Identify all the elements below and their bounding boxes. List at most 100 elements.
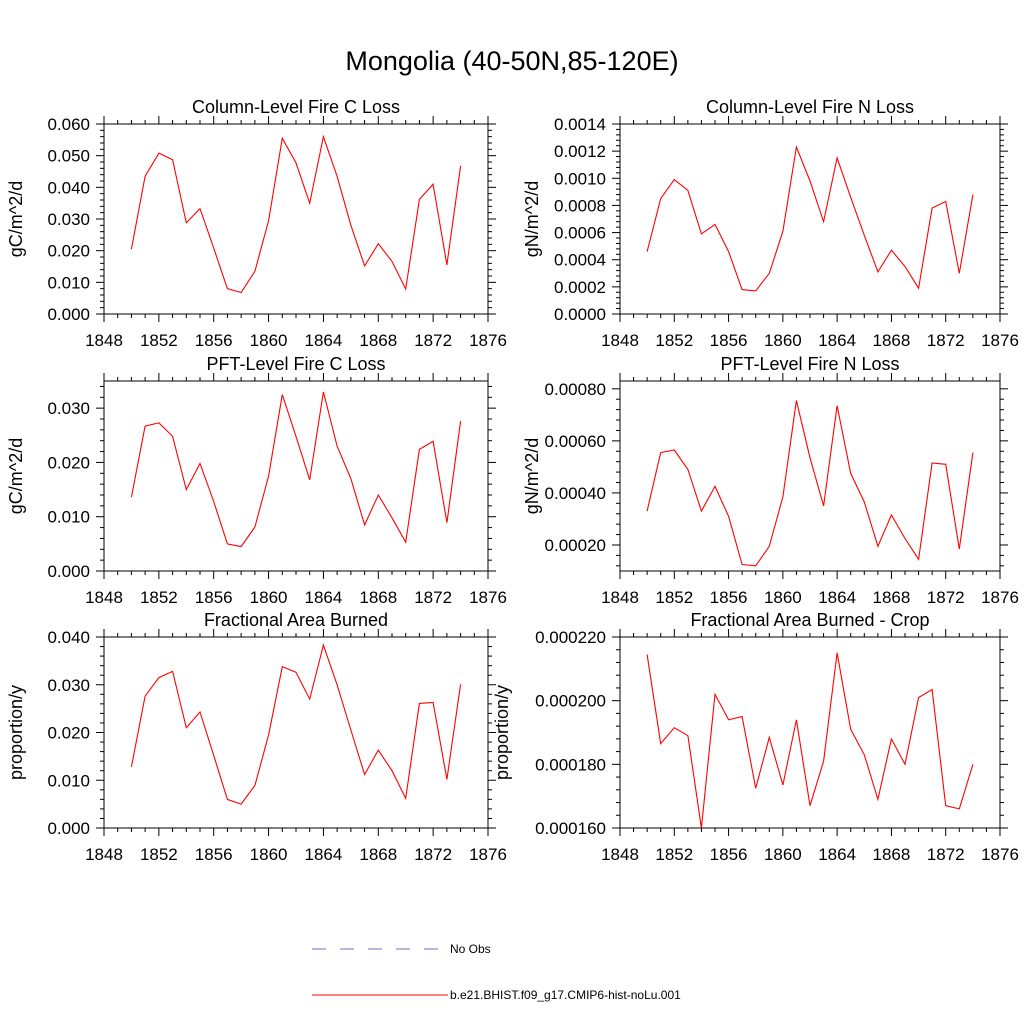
- series-line: [130, 391, 462, 548]
- x-tick-label: 1856: [195, 845, 233, 864]
- plot-frame: [103, 380, 489, 572]
- x-tick-label: 1848: [85, 845, 123, 864]
- x-tick-label: 1848: [601, 331, 639, 350]
- y-tick-label: 0.000160: [535, 819, 606, 838]
- panel-2: Column-Level Fire N Loss gN/m^2/d 1848 1852…: [522, 97, 1019, 350]
- x-tick-label: 1860: [250, 845, 288, 864]
- x-tick-label: 1876: [469, 588, 507, 607]
- legend-label-no-obs: No Obs: [450, 942, 491, 956]
- y-tick-label: 0.040: [47, 178, 90, 197]
- panel-title: Column-Level Fire N Loss: [706, 97, 914, 117]
- x-tick-label: 1868: [359, 331, 397, 350]
- y-tick-label: 0.0010: [554, 169, 606, 188]
- y-tick-label: 0.000200: [535, 692, 606, 711]
- x-tick-label: 1868: [873, 331, 911, 350]
- x-tick-label: 1876: [981, 588, 1019, 607]
- x-tick-label: 1852: [655, 845, 693, 864]
- y-tick-label: 0.0012: [554, 142, 606, 161]
- x-tick-label: 1864: [305, 845, 343, 864]
- series-line: [130, 134, 462, 294]
- x-tick-label: 1864: [305, 331, 343, 350]
- y-tick-label: 0.010: [47, 771, 90, 790]
- panel-1: Column-Level Fire C Loss gC/m^2/d 1848 1852…: [6, 97, 507, 350]
- y-tick-label: 0.000: [47, 305, 90, 324]
- x-tick-label: 1876: [469, 331, 507, 350]
- x-tick-label: 1852: [140, 845, 178, 864]
- panel-3: PFT-Level Fire C Loss gC/m^2/d 1848 1852 185…: [6, 354, 507, 607]
- panel-title: Fractional Area Burned - Crop: [690, 610, 929, 630]
- y-tick-label: 0.00080: [545, 380, 606, 399]
- panel-title: PFT-Level Fire C Loss: [206, 354, 385, 374]
- y-tick-label: 0.030: [47, 399, 90, 418]
- y-tick-label: 0.020: [47, 453, 90, 472]
- x-tick-label: 1856: [195, 331, 233, 350]
- x-tick-label: 1860: [250, 331, 288, 350]
- figure-title: Mongolia (40-50N,85-120E): [345, 46, 679, 76]
- x-tick-label: 1860: [250, 588, 288, 607]
- x-tick-label: 1864: [305, 588, 343, 607]
- y-axis-label: proportion/y: [492, 685, 512, 780]
- x-tick-label: 1860: [764, 588, 802, 607]
- x-tick-label: 1876: [981, 845, 1019, 864]
- x-tick-label: 1864: [818, 331, 856, 350]
- x-tick-label: 1848: [85, 331, 123, 350]
- plot-frame: [619, 380, 1001, 572]
- series-line: [646, 400, 974, 567]
- y-tick-label: 0.000: [47, 819, 90, 838]
- x-tick-label: 1872: [414, 588, 452, 607]
- y-tick-label: 0.000220: [535, 628, 606, 647]
- x-tick-label: 1876: [981, 331, 1019, 350]
- x-tick-label: 1872: [414, 331, 452, 350]
- x-tick-label: 1864: [818, 588, 856, 607]
- y-tick-label: 0.020: [47, 242, 90, 261]
- y-tick-label: 0.0004: [554, 251, 606, 270]
- x-tick-label: 1856: [710, 588, 748, 607]
- y-tick-label: 0.000: [47, 562, 90, 581]
- x-tick-label: 1864: [818, 845, 856, 864]
- panel-4: PFT-Level Fire N Loss gN/m^2/d 1848 1852 185…: [522, 354, 1019, 607]
- x-tick-label: 1856: [710, 845, 748, 864]
- plot-frame: [103, 123, 489, 315]
- legend-label-model: b.e21.BHIST.f09_g17.CMIP6-hist-noLu.001: [450, 988, 681, 1002]
- x-tick-label: 1852: [655, 588, 693, 607]
- x-tick-label: 1876: [469, 845, 507, 864]
- plot-frame: [103, 636, 489, 829]
- y-axis-label: gN/m^2/d: [522, 438, 542, 514]
- y-tick-label: 0.050: [47, 147, 90, 166]
- x-tick-label: 1860: [764, 331, 802, 350]
- y-tick-label: 0.00040: [545, 484, 606, 503]
- y-tick-label: 0.0014: [554, 115, 606, 134]
- plot-frame: [619, 123, 1001, 315]
- x-tick-label: 1860: [764, 845, 802, 864]
- y-tick-label: 0.040: [47, 628, 90, 647]
- y-tick-label: 0.000180: [535, 755, 606, 774]
- panel-title: Fractional Area Burned: [204, 610, 388, 630]
- panel-6: Fractional Area Burned - Crop proportion/…: [492, 610, 1019, 864]
- x-tick-label: 1872: [414, 845, 452, 864]
- y-axis-label: gC/m^2/d: [6, 438, 26, 514]
- x-tick-label: 1856: [195, 588, 233, 607]
- y-tick-label: 0.00020: [545, 536, 606, 555]
- x-tick-label: 1868: [359, 845, 397, 864]
- series-line: [646, 652, 974, 829]
- y-axis-label: gC/m^2/d: [6, 181, 26, 257]
- panel-title: Column-Level Fire C Loss: [192, 97, 400, 117]
- x-tick-label: 1872: [927, 845, 965, 864]
- y-tick-label: 0.00060: [545, 432, 606, 451]
- x-tick-label: 1868: [873, 588, 911, 607]
- x-tick-label: 1872: [927, 331, 965, 350]
- y-tick-label: 0.020: [47, 724, 90, 743]
- x-tick-label: 1848: [85, 588, 123, 607]
- y-tick-label: 0.0000: [554, 305, 606, 324]
- x-tick-label: 1868: [359, 588, 397, 607]
- y-axis-label: proportion/y: [6, 685, 26, 780]
- y-tick-label: 0.060: [47, 115, 90, 134]
- x-tick-label: 1852: [140, 588, 178, 607]
- x-tick-label: 1872: [927, 588, 965, 607]
- series-line: [646, 145, 974, 292]
- y-tick-label: 0.0006: [554, 224, 606, 243]
- x-tick-label: 1852: [140, 331, 178, 350]
- series-line: [130, 643, 462, 805]
- y-axis-label: gN/m^2/d: [522, 181, 542, 257]
